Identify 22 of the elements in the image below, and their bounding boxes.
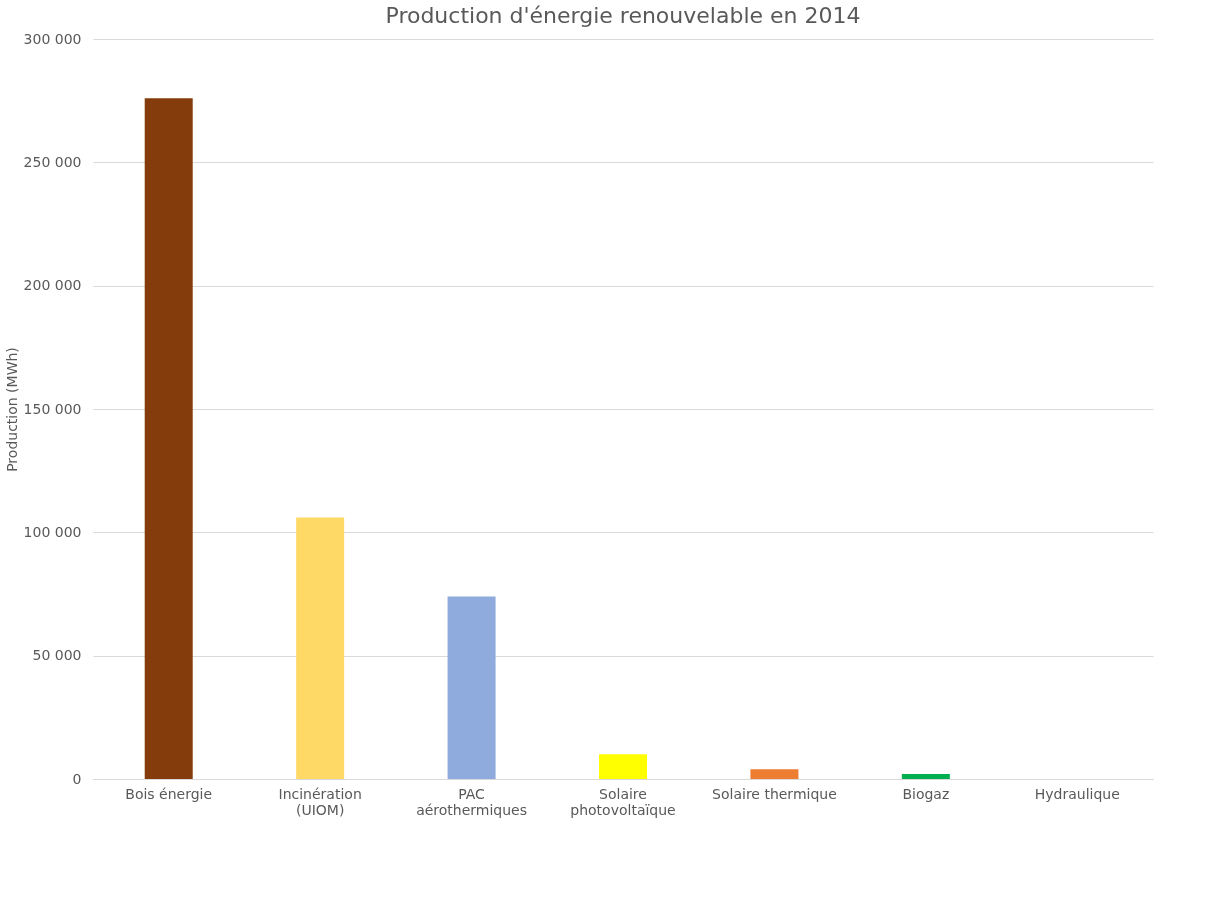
x-tick-label: Solaire thermique [712,785,837,802]
bar [447,596,496,779]
bar [144,98,193,779]
x-tick-label: PAC aérothermiques [416,785,528,818]
x-tick-label: Bois énergie [125,785,213,802]
y-tick-label: 200 000 [23,277,82,294]
y-tick-label: 250 000 [23,153,82,170]
bar [901,774,950,779]
bar [296,517,345,779]
x-tick-label: Biogaz [902,785,950,802]
y-axis-title: Production (MWh) [3,347,20,472]
y-tick-label: 150 000 [23,400,82,417]
chart-title: Production d'énergie renouvelable en 2014 [385,3,861,28]
bar [750,769,799,779]
x-tick-label: Hydraulique [1034,785,1120,802]
y-tick-label: 100 000 [23,523,82,540]
bar [599,754,647,779]
y-tick-label: 0 [72,770,82,787]
x-tick-label: Incinération (UIOM) [278,785,362,818]
y-tick-label: 50 000 [32,647,82,664]
y-tick-label: 300 000 [23,30,82,47]
x-tick-label: Solaire photovoltaïque [570,785,676,818]
